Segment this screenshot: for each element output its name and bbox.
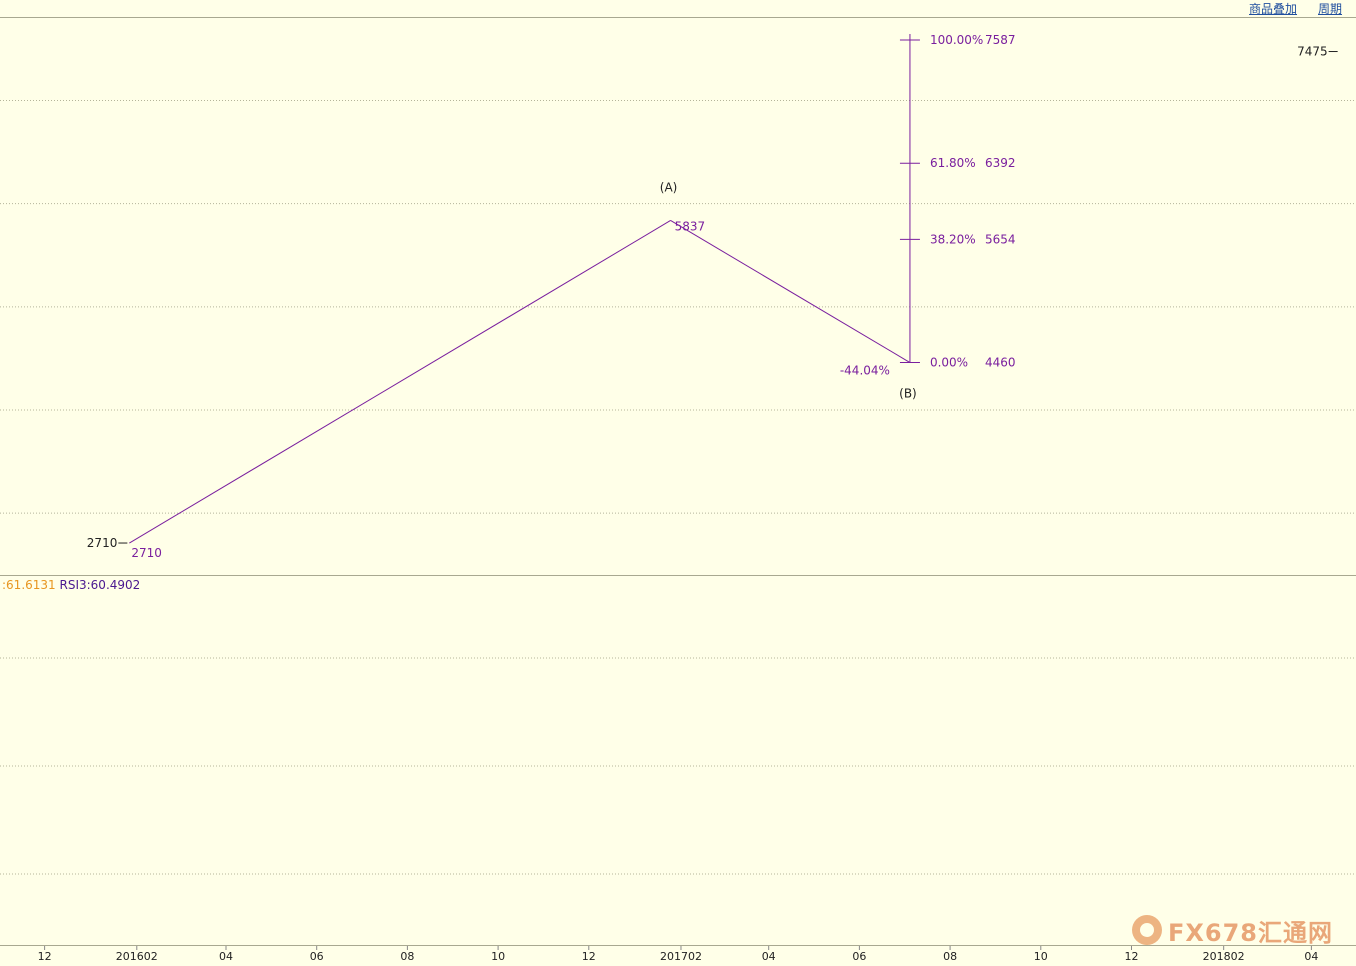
wave-trend-line [670,220,911,363]
fib-retrace-label: -44.04% [840,364,890,378]
x-axis-tick-label: 08 [943,950,957,963]
commodity-overlay-link[interactable]: 商品叠加 [1249,2,1298,16]
top-toolbar: 商品叠加 周期 [0,0,1356,18]
rsi-chart[interactable] [0,576,1356,946]
panel-divider [0,575,1356,576]
x-axis-tick-label: 10 [1034,950,1048,963]
x-axis-tick-label: 12 [582,950,596,963]
x-axis-tick-label: 12 [1124,950,1138,963]
wave-trend-line [129,220,671,544]
watermark-text: FX678汇通网 [1168,918,1333,947]
axis-divider [0,945,1356,946]
x-axis-tick-label: 201702 [660,950,702,963]
fib-level-value: 4460 [985,356,1016,370]
fib-level-value: 6392 [985,156,1016,170]
x-axis-tick-label: 06 [310,950,324,963]
price-point-label: 5837 [675,219,706,233]
top-divider [0,17,1356,18]
rsi3-legend-value: RSI3:60.4902 [59,578,141,592]
x-axis-tick-label: 04 [762,950,776,963]
price-point-label: 2710 [87,536,118,550]
price-chart[interactable]: 100.00% 7587 61.80% 6392 38.20% 5654 0.00% 4460… [0,18,1356,575]
time-axis: 12 201602 04 06 08 10 12 201702 04 06 08 10 12 201802… [38,946,1318,963]
fib-level-value: 7587 [985,33,1016,47]
fib-level-value: 5654 [985,232,1016,246]
fib-level-pct: 100.00% [930,33,983,47]
x-axis-tick-label: 04 [1304,950,1318,963]
fib-level-pct: 0.00% [930,356,968,370]
fx678-watermark: FX678汇通网 [1132,912,1342,948]
x-axis-tick-label: 04 [219,950,233,963]
x-axis-tick-label: 201602 [116,950,158,963]
x-axis-tick-label: 06 [852,950,866,963]
price-point-label: 7475 [1297,45,1328,59]
price-point-label: 2710 [131,546,162,560]
x-axis-tick-label: 12 [38,950,52,963]
period-link[interactable]: 周期 [1318,2,1343,16]
fib-level-pct: 38.20% [930,232,976,246]
x-axis-tick-label: 10 [491,950,505,963]
wave-label: (A) [660,180,678,194]
fib-level-pct: 61.80% [930,156,976,170]
wave-label: (B) [899,387,917,401]
x-axis-tick-label: 08 [400,950,414,963]
rsi2-legend-value: :61.6131 [2,578,56,592]
x-axis-tick-label: 201802 [1203,950,1245,963]
rsi-legend: :61.6131 RSI3:60.4902 [2,578,140,592]
fx678-logo-icon [1132,915,1162,945]
